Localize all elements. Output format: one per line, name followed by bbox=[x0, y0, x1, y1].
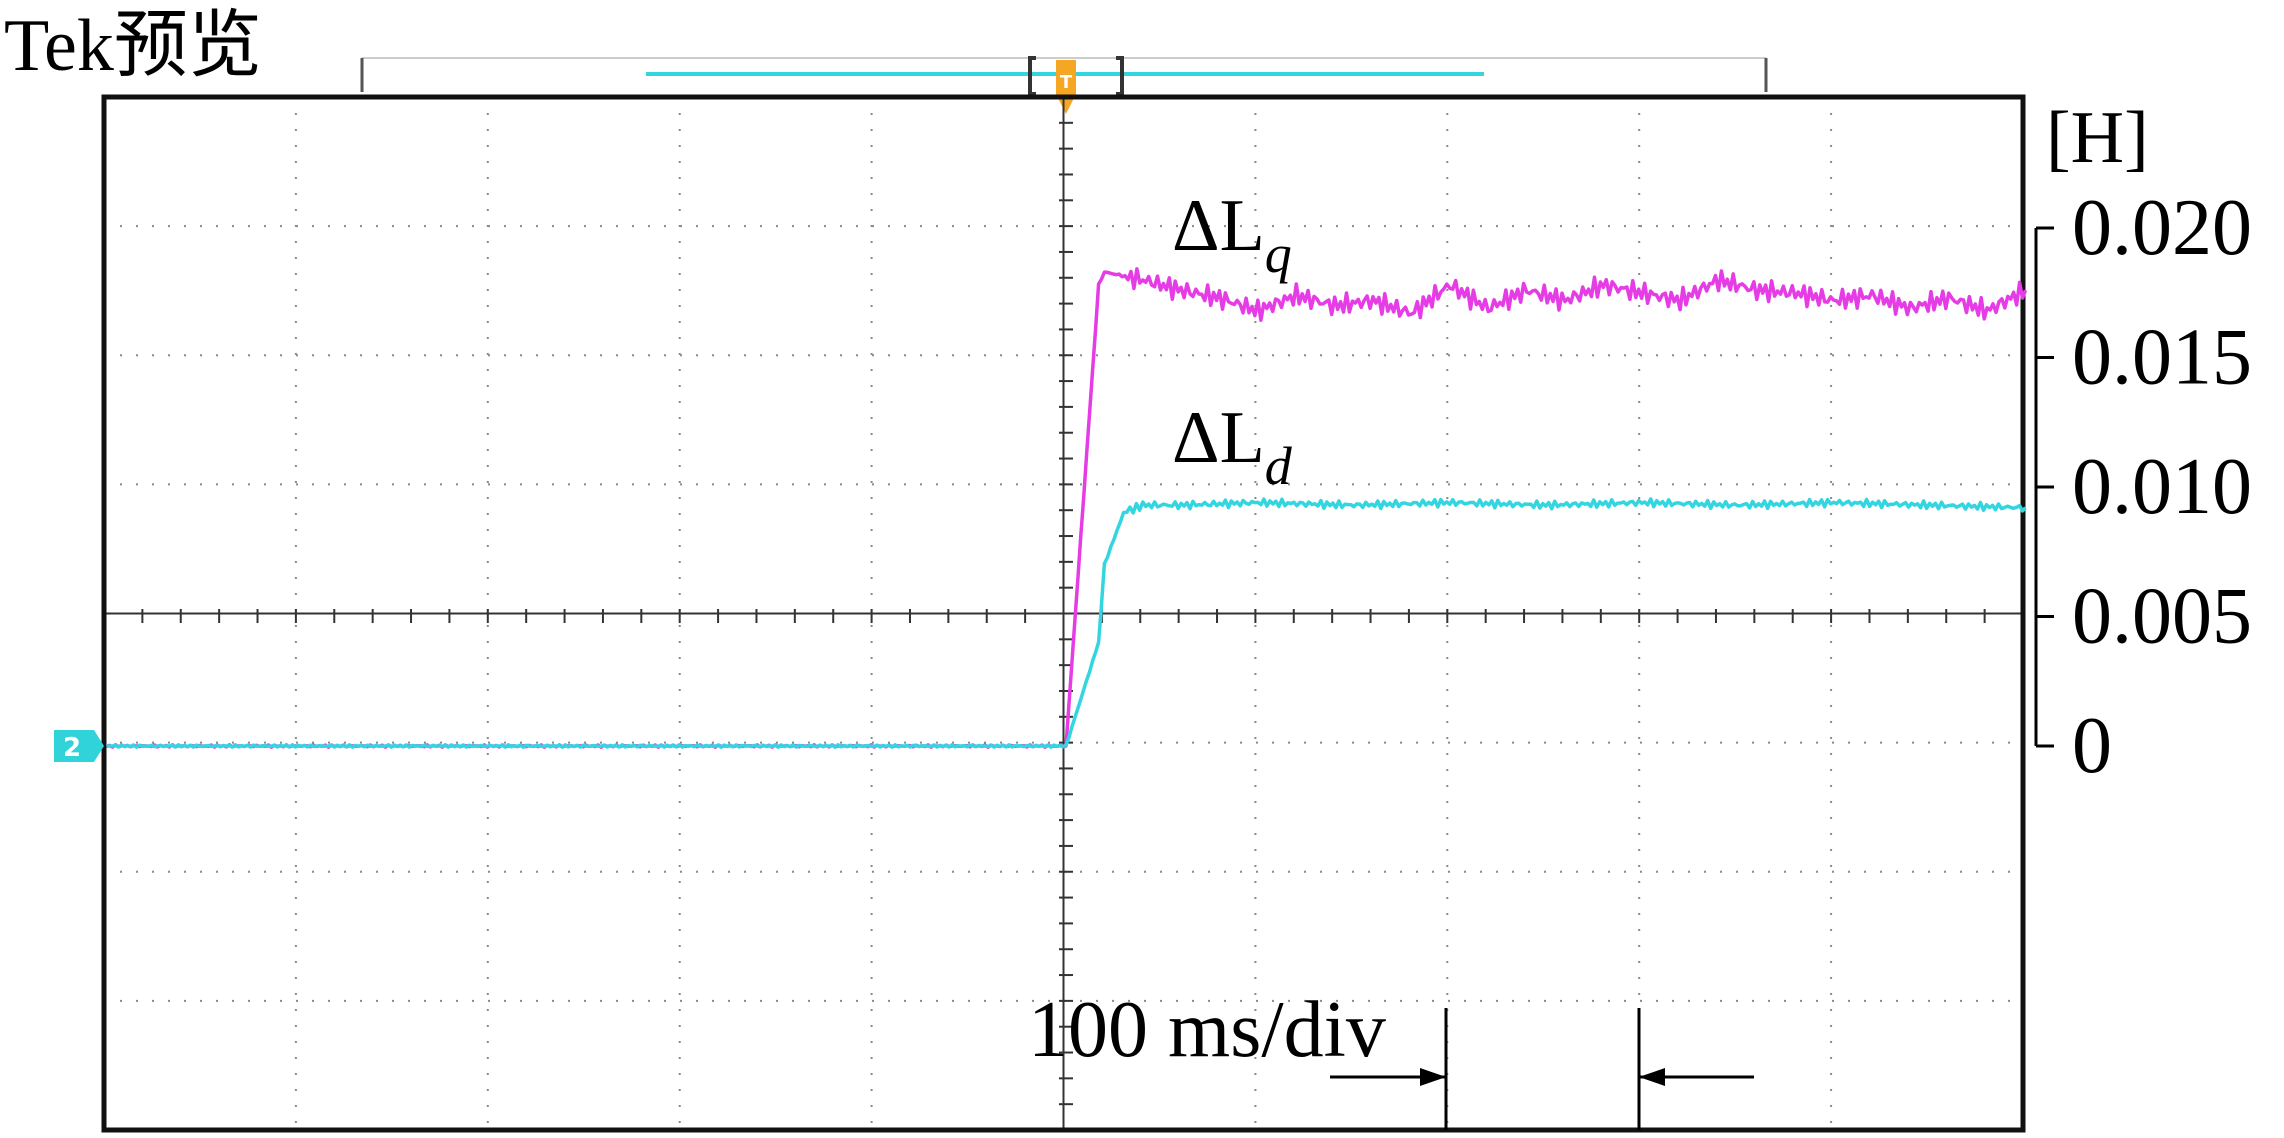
series-line-lq bbox=[105, 267, 2028, 749]
timebase-right-arrow-icon bbox=[1639, 1068, 1665, 1086]
y-axis-unit-label: [H] bbox=[2046, 97, 2149, 179]
record-view-right-bracket bbox=[1116, 56, 1124, 96]
mode-text: 预览 bbox=[114, 5, 262, 87]
channel-2-marker[interactable]: 2 bbox=[54, 730, 104, 763]
timebase-annotation: 100 ms/div bbox=[1028, 986, 1754, 1130]
channel-marker-label: 2 bbox=[63, 733, 81, 763]
y-tick-label: 0.005 bbox=[2072, 573, 2252, 661]
trigger-position-marker[interactable]: T bbox=[1056, 60, 1076, 114]
y-tick-label: 0.010 bbox=[2072, 443, 2252, 531]
timebase-label: 100 ms/div bbox=[1028, 986, 1386, 1074]
record-view-left-bracket bbox=[1028, 56, 1036, 96]
trigger-marker-icon bbox=[1056, 60, 1076, 114]
y-tick-label: 0.020 bbox=[2072, 184, 2252, 272]
series-label-ld-main: ΔL bbox=[1172, 397, 1265, 479]
series-line-ld bbox=[106, 497, 2027, 749]
waveform-traces bbox=[105, 267, 2028, 749]
y-tick-label: 0 bbox=[2072, 702, 2112, 790]
series-label-lq: ΔLq bbox=[1172, 185, 1292, 284]
trigger-marker-label: T bbox=[1060, 72, 1073, 93]
plot-frame bbox=[101, 94, 2026, 1133]
series-label-lq-sub: q bbox=[1265, 224, 1292, 284]
brand-text: Tek bbox=[4, 5, 114, 87]
y-axis: [H] 0 0.005 0.010 0.015 0.020 bbox=[2034, 97, 2252, 790]
graticule-grid bbox=[103, 96, 2023, 1130]
channel-marker-icon bbox=[54, 730, 104, 762]
series-label-lq-main: ΔL bbox=[1172, 185, 1265, 267]
timebase-left-arrow-icon bbox=[1420, 1068, 1446, 1086]
y-tick-label: 0.015 bbox=[2072, 314, 2252, 402]
series-label-ld: ΔLd bbox=[1172, 397, 1293, 496]
header-brand: Tek预览 bbox=[4, 5, 262, 87]
series-label-ld-sub: d bbox=[1265, 436, 1293, 496]
